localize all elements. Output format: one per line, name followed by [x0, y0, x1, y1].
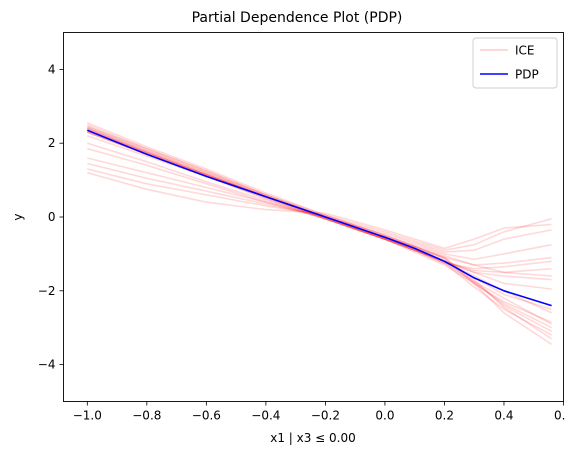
ice-line-16	[87, 171, 552, 250]
x-tick-label: 0.2	[435, 409, 454, 423]
chart-title: Partial Dependence Plot (PDP)	[192, 10, 403, 26]
x-tick-label: −0.4	[251, 409, 280, 423]
y-axis-label: y	[11, 213, 25, 220]
legend-pdp-label: PDP	[515, 68, 539, 82]
y-axis: −4 −2 0 2 4	[38, 62, 64, 372]
ice-line-1	[87, 127, 552, 325]
ice-line-14	[87, 162, 552, 253]
y-tick-label: 0	[48, 210, 56, 224]
x-tick-label: −0.8	[132, 409, 161, 423]
ice-line-9	[87, 122, 553, 345]
y-tick-label: 4	[48, 62, 56, 76]
y-tick-label: 2	[48, 136, 56, 150]
ice-line-13	[87, 157, 552, 261]
plot-area	[87, 122, 553, 345]
x-tick-label: 0.4	[494, 409, 513, 423]
x-tick-label: −1.0	[73, 409, 102, 423]
x-axis: −1.0 −0.8 −0.6 −0.4 −0.2 0.0 0.2 0.4 0.6	[73, 401, 566, 423]
ice-line-12	[87, 147, 552, 277]
x-axis-label: x1 | x3 ≤ 0.00	[270, 431, 356, 445]
legend: ICE PDP	[472, 37, 558, 89]
ice-line-15	[87, 168, 552, 251]
y-tick-label: −2	[38, 284, 56, 298]
ice-line-10	[87, 127, 552, 270]
x-tick-label: 0.0	[375, 409, 394, 423]
x-tick-label: 0.6	[554, 409, 566, 423]
ice-line-11	[87, 142, 552, 290]
legend-ice-label: ICE	[515, 44, 535, 58]
ice-line-5	[87, 124, 553, 340]
x-tick-label: −0.2	[311, 409, 340, 423]
y-tick-label: −4	[38, 358, 56, 372]
pdp-line	[87, 129, 552, 307]
ice-line-6	[87, 127, 552, 314]
legend-box	[472, 37, 558, 89]
x-tick-label: −0.6	[192, 409, 221, 423]
